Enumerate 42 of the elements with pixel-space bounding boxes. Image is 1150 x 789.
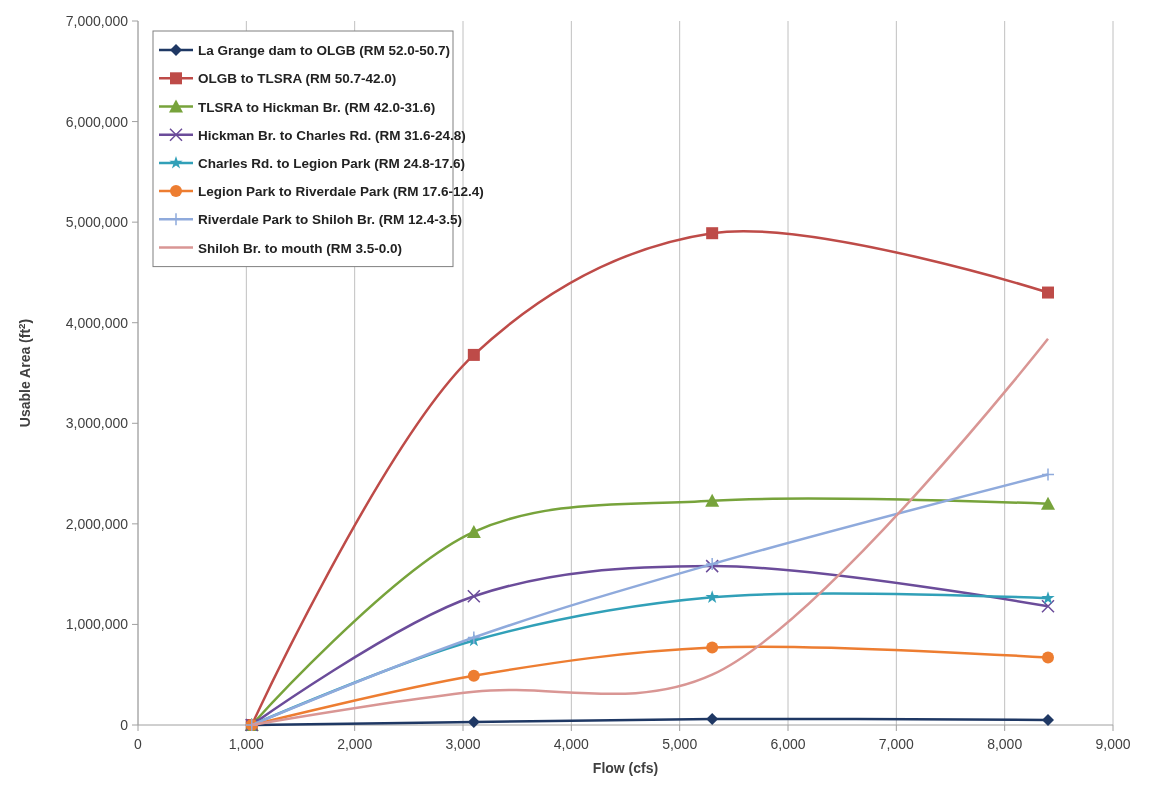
point — [1042, 651, 1054, 664]
x-tick-label: 2,000 — [337, 736, 373, 752]
y-tick-label: 5,000,000 — [65, 214, 129, 231]
x-tick-label: 4,000 — [553, 736, 590, 752]
point — [466, 524, 481, 538]
x-tick-label: 8,000 — [987, 736, 1023, 752]
y-tick-label: 2,000,000 — [65, 515, 129, 532]
x-axis-title: Flow (cfs) — [592, 760, 659, 776]
legend-label: Charles Rd. to Legion Park (RM 24.8-17.6) — [198, 155, 466, 171]
x-tick-label: 5,000 — [662, 736, 698, 752]
point — [705, 493, 720, 507]
y-tick-label: 0 — [120, 717, 129, 733]
point — [1042, 286, 1054, 299]
point — [467, 669, 480, 682]
legend-label: TLSRA to Hickman Br. (RM 42.0-31.6) — [198, 99, 436, 115]
x-tick-label: 3,000 — [445, 736, 481, 752]
legend-label: Shiloh Br. to mouth (RM 3.5-0.0) — [198, 240, 403, 256]
y-tick-label: 6,000,000 — [65, 113, 129, 130]
legend-label: OLGB to TLSRA (RM 50.7-42.0) — [198, 71, 397, 87]
legend-label: Legion Park to Riverdale Park (RM 17.6-12.4) — [198, 184, 484, 200]
y-tick-label: 7,000,000 — [65, 13, 129, 29]
point — [1041, 496, 1055, 510]
y-tick-label: 4,000,000 — [65, 314, 129, 331]
point — [705, 590, 719, 603]
x-tick-label: 7,000 — [878, 736, 915, 752]
y-tick-label: 1,000,000 — [65, 616, 129, 633]
y-tick-label: 3,000,000 — [65, 415, 129, 432]
point — [467, 348, 480, 361]
point — [1041, 599, 1055, 614]
point — [1042, 713, 1054, 726]
x-tick-label: 6,000 — [770, 736, 806, 752]
x-tick-label: 0 — [134, 736, 143, 752]
legend-label: Hickman Br. to Charles Rd. (RM 31.6-24.8) — [198, 127, 466, 143]
point — [467, 589, 481, 604]
legend-label: La Grange dam to OLGB (RM 52.0-50.7) — [198, 43, 451, 59]
legend-label: Riverdale Park to Shiloh Br. (RM 12.4-3.5) — [198, 212, 463, 228]
point — [1041, 591, 1055, 604]
point — [706, 227, 719, 240]
point — [706, 641, 719, 654]
point — [1041, 467, 1055, 482]
x-tick-label: 9,000 — [1095, 736, 1131, 752]
x-tick-label: 1,000 — [228, 736, 265, 752]
